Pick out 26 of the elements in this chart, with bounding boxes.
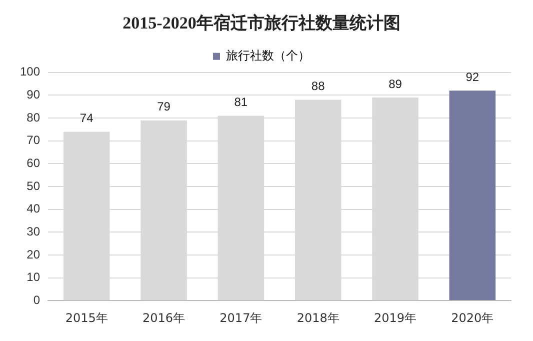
y-tick-label: 90 bbox=[26, 88, 40, 102]
y-tick-label: 70 bbox=[26, 133, 40, 148]
x-tick-label: 2019年 bbox=[374, 310, 417, 325]
chart-title: 2015-2020年宿迁市旅行社数量统计图 bbox=[122, 14, 400, 33]
y-tick-label: 50 bbox=[26, 178, 40, 193]
data-label: 79 bbox=[157, 100, 171, 114]
data-label: 81 bbox=[234, 95, 248, 110]
x-tick-label: 2015年 bbox=[65, 310, 108, 325]
x-tick-label: 2018年 bbox=[296, 310, 340, 325]
bar bbox=[449, 90, 496, 300]
y-tick-label: 60 bbox=[26, 156, 40, 170]
data-label: 74 bbox=[80, 111, 94, 126]
y-tick-label: 40 bbox=[26, 202, 40, 216]
y-tick-label: 10 bbox=[26, 270, 40, 284]
x-tick-label: 2016年 bbox=[142, 310, 186, 325]
y-tick-label: 100 bbox=[20, 64, 40, 79]
data-label: 89 bbox=[388, 76, 402, 91]
y-tick-label: 0 bbox=[33, 292, 40, 307]
data-label: 88 bbox=[311, 79, 326, 94]
legend-label: 旅行社数（个） bbox=[226, 48, 310, 63]
data-label: 92 bbox=[466, 70, 480, 84]
y-tick-label: 30 bbox=[26, 224, 40, 238]
y-tick-label: 80 bbox=[26, 110, 40, 124]
y-tick-label: 20 bbox=[26, 247, 40, 262]
x-tick-label: 2017年 bbox=[220, 310, 262, 325]
x-tick-label: 2020年 bbox=[451, 310, 494, 325]
